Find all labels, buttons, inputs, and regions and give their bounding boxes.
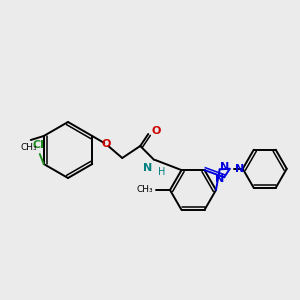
Text: CH₃: CH₃ bbox=[136, 185, 153, 194]
Text: H: H bbox=[158, 167, 166, 177]
Text: N: N bbox=[215, 174, 224, 184]
Text: CH₃: CH₃ bbox=[20, 143, 37, 152]
Text: N: N bbox=[143, 163, 152, 173]
Text: O: O bbox=[102, 139, 111, 149]
Text: O: O bbox=[151, 126, 160, 136]
Text: N: N bbox=[235, 164, 244, 174]
Text: Cl: Cl bbox=[33, 140, 45, 150]
Text: N: N bbox=[220, 162, 229, 172]
